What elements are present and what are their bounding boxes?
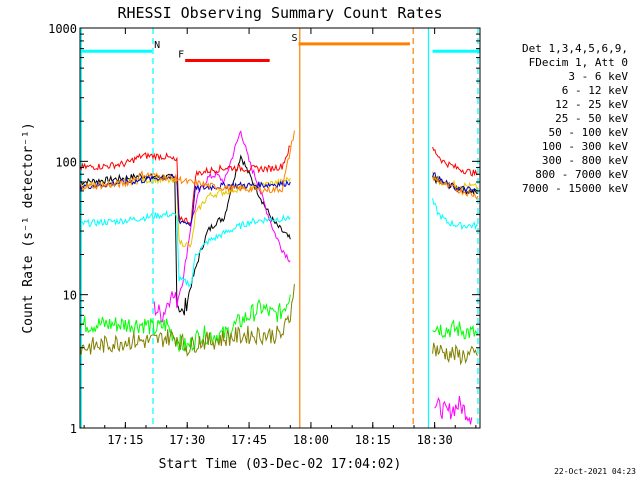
series-7-segment-1 <box>432 176 479 200</box>
legend-entry: 7000 - 15000 keV <box>522 182 628 195</box>
legend: Det 1,3,4,5,6,9,FDecim 1, Att 03 - 6 keV… <box>522 42 628 195</box>
legend-entry: 25 - 50 keV <box>555 112 628 125</box>
y-tick-label: 1000 <box>48 22 77 36</box>
footer-date: 22-Oct-2021 04:23 <box>554 467 636 476</box>
series-7-segment-0 <box>79 130 295 194</box>
legend-entry: 50 - 100 keV <box>549 126 629 139</box>
series-4-segment-0 <box>79 174 291 249</box>
x-axis: 17:15 17:30 17:45 18:00 18:15 18:30 <box>83 28 477 447</box>
y-axis: 1 10 100 1000 <box>48 22 480 436</box>
x-tick-label: 17:15 <box>107 433 143 447</box>
y-axis-label: Count Rate (s⁻¹ detector⁻¹) <box>21 122 36 333</box>
x-tick-label: 17:30 <box>169 433 205 447</box>
series-1-segment-0 <box>153 129 291 323</box>
legend-entry: 800 - 7000 keV <box>535 168 628 181</box>
series-8-segment-0 <box>79 284 295 357</box>
x-tick-label: 17:45 <box>231 433 267 447</box>
flag-label-F: F <box>178 50 184 61</box>
plot-frame <box>79 27 481 429</box>
series-6-segment-1 <box>432 172 479 194</box>
y-tick-label: 1 <box>70 422 77 436</box>
x-tick-label: 18:30 <box>417 433 453 447</box>
x-tick-label: 18:00 <box>293 433 329 447</box>
legend-entry: 300 - 800 keV <box>542 154 628 167</box>
flag-label-N: N <box>154 40 160 51</box>
series-5-segment-1 <box>432 146 479 177</box>
series-2-segment-0 <box>79 294 291 352</box>
x-tick-label: 18:15 <box>355 433 391 447</box>
series-8-segment-1 <box>432 342 479 366</box>
legend-header: FDecim 1, Att 0 <box>529 56 628 69</box>
time-markers <box>80 28 479 428</box>
series-2-segment-1 <box>432 319 479 340</box>
legend-entry: 3 - 6 keV <box>568 70 628 83</box>
series-lines <box>79 129 479 425</box>
legend-entry: 100 - 300 keV <box>542 140 628 153</box>
series-1-segment-1 <box>434 396 473 425</box>
legend-entry: 12 - 25 keV <box>555 98 628 111</box>
legend-header: Det 1,3,4,5,6,9, <box>522 42 628 55</box>
series-3-segment-1 <box>432 198 479 231</box>
x-axis-label: Start Time (03-Dec-02 17:04:02) <box>159 457 402 472</box>
flag-label-S: S <box>292 33 298 44</box>
series-5-segment-0 <box>79 145 291 226</box>
flag-bars: N F S <box>80 33 480 63</box>
series-3-segment-0 <box>79 209 291 288</box>
y-tick-label: 100 <box>55 155 77 169</box>
legend-entry: 6 - 12 keV <box>562 84 629 97</box>
chart-title: RHESSI Observing Summary Count Rates <box>117 4 442 22</box>
y-tick-label: 10 <box>63 289 77 303</box>
